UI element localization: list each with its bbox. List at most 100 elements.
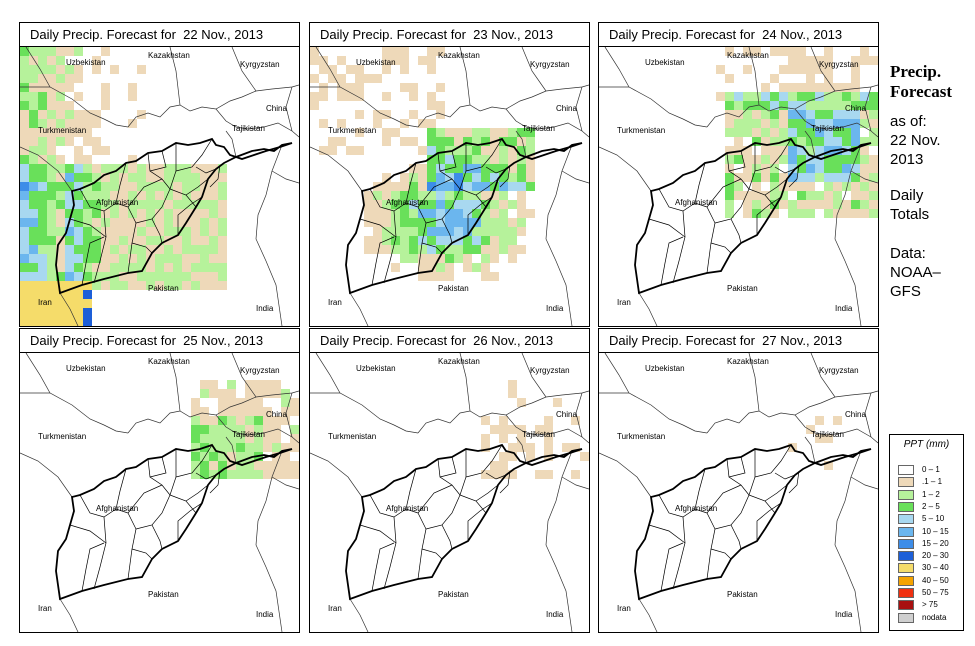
country-border [561, 170, 589, 184]
precip-cell [56, 182, 65, 191]
precip-map: Uzbekistan Kazakhstan Kyrgyzstan China Tajik… [20, 47, 299, 326]
precip-cell [47, 254, 56, 263]
precip-cell [319, 92, 328, 101]
precip-cell [173, 227, 182, 236]
precip-cell [83, 209, 92, 218]
country-border [834, 144, 862, 326]
precip-cell [860, 92, 869, 101]
precip-cell [436, 236, 445, 245]
precip-cell [83, 272, 92, 281]
province-border [706, 484, 742, 514]
precip-cell [92, 281, 101, 290]
precip-cell [409, 254, 418, 263]
precip-cell [209, 389, 218, 398]
precip-cell [155, 236, 164, 245]
precip-cell [74, 155, 83, 164]
precip-cell [83, 263, 92, 272]
precip-cell [364, 74, 373, 83]
precip-cell [290, 434, 299, 443]
precip-cell [155, 209, 164, 218]
precip-grid [716, 47, 878, 218]
precip-cell [517, 146, 526, 155]
precip-cell [38, 101, 47, 110]
precip-cell [29, 182, 38, 191]
precip-cell [499, 245, 508, 254]
precip-cell [101, 218, 110, 227]
precip-cell [508, 137, 517, 146]
precip-cell [725, 146, 734, 155]
country-border [285, 86, 293, 132]
precip-cell [391, 47, 400, 56]
precip-cell [218, 164, 227, 173]
legend-swatch [898, 575, 914, 586]
precip-cell [92, 191, 101, 200]
afghanistan-outline [634, 137, 872, 295]
precip-cell [20, 128, 29, 137]
country-label-india: India [546, 610, 564, 619]
precip-cell [20, 200, 29, 209]
precip-cell [65, 164, 74, 173]
precip-cell [725, 110, 734, 119]
province-border [714, 449, 756, 530]
precip-cell [83, 299, 92, 308]
precip-cell [788, 47, 797, 56]
precip-cell [101, 101, 110, 110]
precip-cell [47, 209, 56, 218]
country-border [599, 392, 708, 434]
country-label-pakistan: Pakistan [148, 590, 179, 599]
country-label-afghanistan: Afghanistan [386, 198, 428, 207]
precip-cell [842, 200, 851, 209]
precip-cell [328, 146, 337, 155]
precip-cell [400, 254, 409, 263]
precip-cell [734, 128, 743, 137]
precip-cell [409, 218, 418, 227]
precip-cell [20, 236, 29, 245]
legend-swatch [898, 477, 914, 488]
precip-cell [173, 245, 182, 254]
province-border [135, 449, 177, 530]
precip-cell [29, 155, 38, 164]
precip-cell [436, 110, 445, 119]
precip-cell [47, 263, 56, 272]
country-border [271, 476, 299, 490]
precip-cell [29, 272, 38, 281]
precip-cell [409, 92, 418, 101]
precip-cell [454, 245, 463, 254]
precip-cell [56, 263, 65, 272]
precip-cell [155, 263, 164, 272]
precip-cell [824, 461, 833, 470]
precip-cell [806, 128, 815, 137]
precip-cell [860, 173, 869, 182]
afghanistan-outline [55, 443, 293, 601]
precip-cell [364, 200, 373, 209]
precip-cell [29, 83, 38, 92]
country-border [638, 598, 658, 632]
precip-grid [310, 47, 535, 281]
precip-cell [400, 65, 409, 74]
legend-swatch [898, 489, 914, 500]
precip-cell [209, 227, 218, 236]
precip-cell [20, 164, 29, 173]
legend-label: 20 – 30 [922, 551, 949, 561]
country-border [215, 108, 299, 138]
precip-cell [281, 461, 290, 470]
precip-cell [164, 200, 173, 209]
precip-cell [508, 155, 517, 164]
province-border [425, 449, 467, 530]
precip-cell [101, 182, 110, 191]
province-border [439, 456, 457, 478]
precip-cell [382, 173, 391, 182]
precip-cell [65, 173, 74, 182]
precip-cell [860, 146, 869, 155]
precip-cell [319, 146, 328, 155]
precip-cell [544, 443, 553, 452]
country-border [459, 47, 471, 106]
precip-cell [29, 218, 38, 227]
precip-cell [373, 218, 382, 227]
precip-cell [490, 200, 499, 209]
precip-cell [418, 245, 427, 254]
precip-cell [797, 128, 806, 137]
country-border [127, 84, 299, 128]
precip-cell [128, 254, 137, 263]
panel-title: Daily Precip. Forecast for 27 Nov., 2013 [599, 329, 878, 353]
